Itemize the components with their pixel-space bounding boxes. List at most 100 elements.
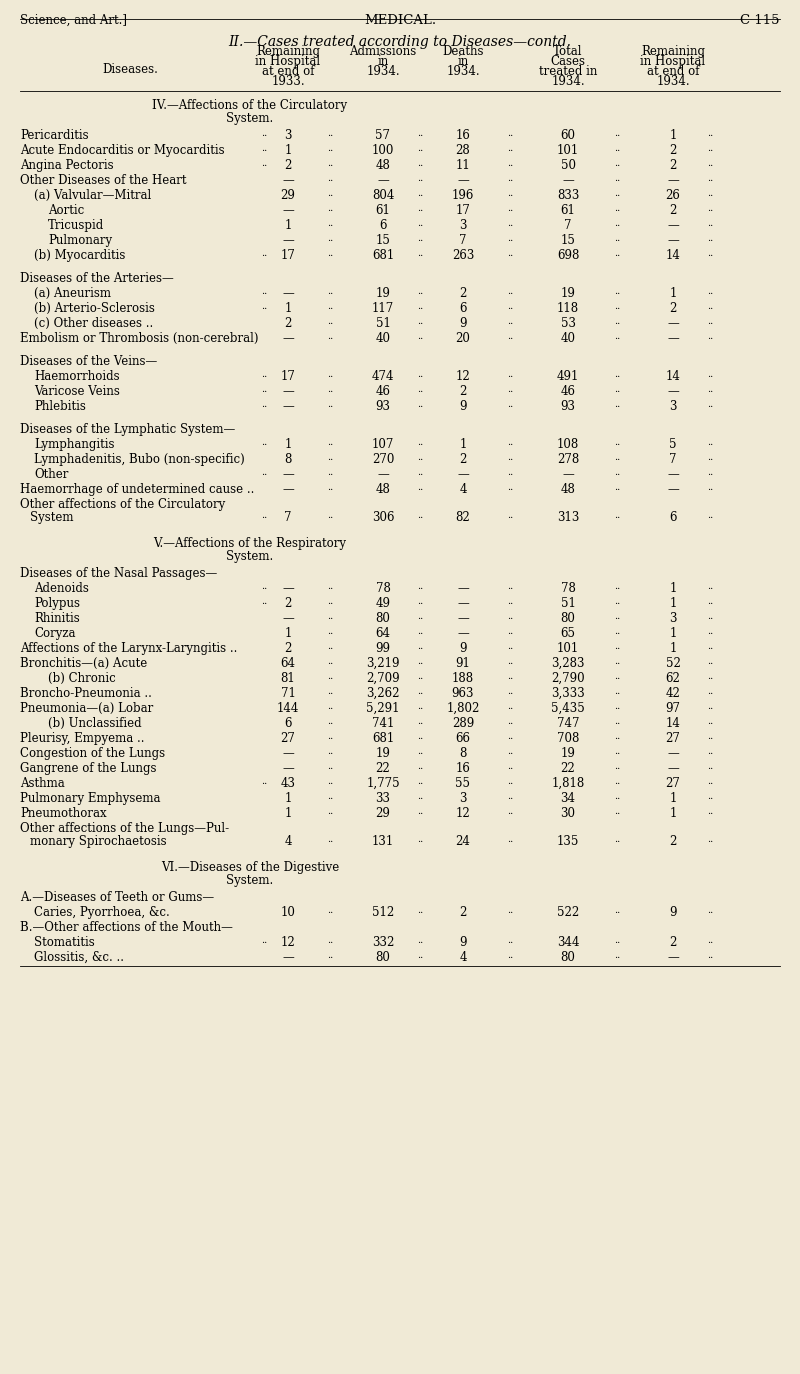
Text: ..: ..	[507, 835, 513, 844]
Text: 33: 33	[375, 791, 390, 805]
Text: ..: ..	[327, 385, 333, 394]
Text: ..: ..	[614, 249, 620, 258]
Text: ..: ..	[707, 778, 713, 786]
Text: ..: ..	[614, 717, 620, 725]
Text: 19: 19	[375, 287, 390, 300]
Text: —: —	[282, 287, 294, 300]
Text: 2: 2	[670, 159, 677, 172]
Text: ..: ..	[614, 763, 620, 771]
Text: ..: ..	[417, 596, 423, 606]
Text: ..: ..	[417, 469, 423, 477]
Text: 2,790: 2,790	[551, 672, 585, 686]
Text: ..: ..	[507, 936, 513, 945]
Text: ..: ..	[614, 190, 620, 198]
Text: Congestion of the Lungs: Congestion of the Lungs	[20, 747, 165, 760]
Text: —: —	[457, 596, 469, 610]
Text: 30: 30	[561, 807, 575, 820]
Text: 22: 22	[561, 763, 575, 775]
Text: ..: ..	[417, 203, 423, 213]
Text: 34: 34	[561, 791, 575, 805]
Text: Acute Endocarditis or Myocarditis: Acute Endocarditis or Myocarditis	[20, 144, 225, 157]
Text: Other affections of the Circulatory: Other affections of the Circulatory	[20, 497, 226, 511]
Text: —: —	[457, 611, 469, 625]
Text: 46: 46	[375, 385, 390, 398]
Text: 40: 40	[561, 333, 575, 345]
Text: 1: 1	[670, 596, 677, 610]
Text: Pulmonary Emphysema: Pulmonary Emphysema	[20, 791, 161, 805]
Text: (b) Unclassified: (b) Unclassified	[48, 717, 142, 730]
Text: 1: 1	[670, 791, 677, 805]
Text: ..: ..	[261, 144, 267, 153]
Text: ..: ..	[614, 144, 620, 153]
Text: 3,219: 3,219	[366, 657, 400, 671]
Text: monary Spirochaetosis: monary Spirochaetosis	[30, 835, 166, 848]
Text: 10: 10	[281, 905, 295, 919]
Text: 50: 50	[561, 159, 575, 172]
Text: 2: 2	[670, 936, 677, 949]
Text: 681: 681	[372, 732, 394, 745]
Text: Admissions: Admissions	[350, 45, 417, 58]
Text: ..: ..	[327, 583, 333, 591]
Text: ..: ..	[614, 333, 620, 341]
Text: ..: ..	[614, 732, 620, 741]
Text: ..: ..	[261, 469, 267, 477]
Text: ..: ..	[614, 159, 620, 168]
Text: 14: 14	[666, 717, 681, 730]
Text: —: —	[562, 469, 574, 481]
Text: —: —	[282, 469, 294, 481]
Text: ..: ..	[327, 302, 333, 311]
Text: ..: ..	[327, 469, 333, 477]
Text: Haemorrhoids: Haemorrhoids	[34, 370, 120, 383]
Text: 135: 135	[557, 835, 579, 848]
Text: ..: ..	[327, 400, 333, 409]
Text: (c) Other diseases ..: (c) Other diseases ..	[34, 317, 154, 330]
Text: Angina Pectoris: Angina Pectoris	[20, 159, 114, 172]
Text: ..: ..	[417, 627, 423, 636]
Text: ..: ..	[327, 190, 333, 198]
Text: ..: ..	[614, 936, 620, 945]
Text: ..: ..	[417, 936, 423, 945]
Text: System.: System.	[226, 113, 274, 125]
Text: ..: ..	[417, 778, 423, 786]
Text: 27: 27	[666, 732, 681, 745]
Text: 708: 708	[557, 732, 579, 745]
Text: ..: ..	[507, 657, 513, 666]
Text: Asthma: Asthma	[20, 778, 65, 790]
Text: 1: 1	[284, 302, 292, 315]
Text: 2: 2	[284, 642, 292, 655]
Text: ..: ..	[614, 642, 620, 651]
Text: ..: ..	[707, 370, 713, 379]
Text: 17: 17	[455, 203, 470, 217]
Text: treated in: treated in	[539, 65, 597, 78]
Text: 100: 100	[372, 144, 394, 157]
Text: ..: ..	[707, 951, 713, 960]
Text: ..: ..	[507, 596, 513, 606]
Text: ..: ..	[707, 400, 713, 409]
Text: 6: 6	[459, 302, 466, 315]
Text: ..: ..	[707, 642, 713, 651]
Text: ..: ..	[507, 333, 513, 341]
Text: Diseases.: Diseases.	[102, 63, 158, 76]
Text: 1934.: 1934.	[656, 76, 690, 88]
Text: 9: 9	[459, 400, 466, 414]
Text: ..: ..	[327, 317, 333, 326]
Text: —: —	[457, 583, 469, 595]
Text: 344: 344	[557, 936, 579, 949]
Text: C 115: C 115	[741, 14, 780, 27]
Text: ..: ..	[417, 370, 423, 379]
Text: ..: ..	[261, 370, 267, 379]
Text: —: —	[282, 400, 294, 414]
Text: ..: ..	[327, 203, 333, 213]
Text: 270: 270	[372, 453, 394, 466]
Text: 19: 19	[561, 747, 575, 760]
Text: ..: ..	[507, 438, 513, 447]
Text: 3: 3	[670, 611, 677, 625]
Text: ..: ..	[707, 129, 713, 137]
Text: Affections of the Larynx-Laryngitis ..: Affections of the Larynx-Laryngitis ..	[20, 642, 238, 655]
Text: 29: 29	[375, 807, 390, 820]
Text: —: —	[457, 469, 469, 481]
Text: 2: 2	[459, 385, 466, 398]
Text: ..: ..	[614, 596, 620, 606]
Text: —: —	[282, 333, 294, 345]
Text: ..: ..	[707, 438, 713, 447]
